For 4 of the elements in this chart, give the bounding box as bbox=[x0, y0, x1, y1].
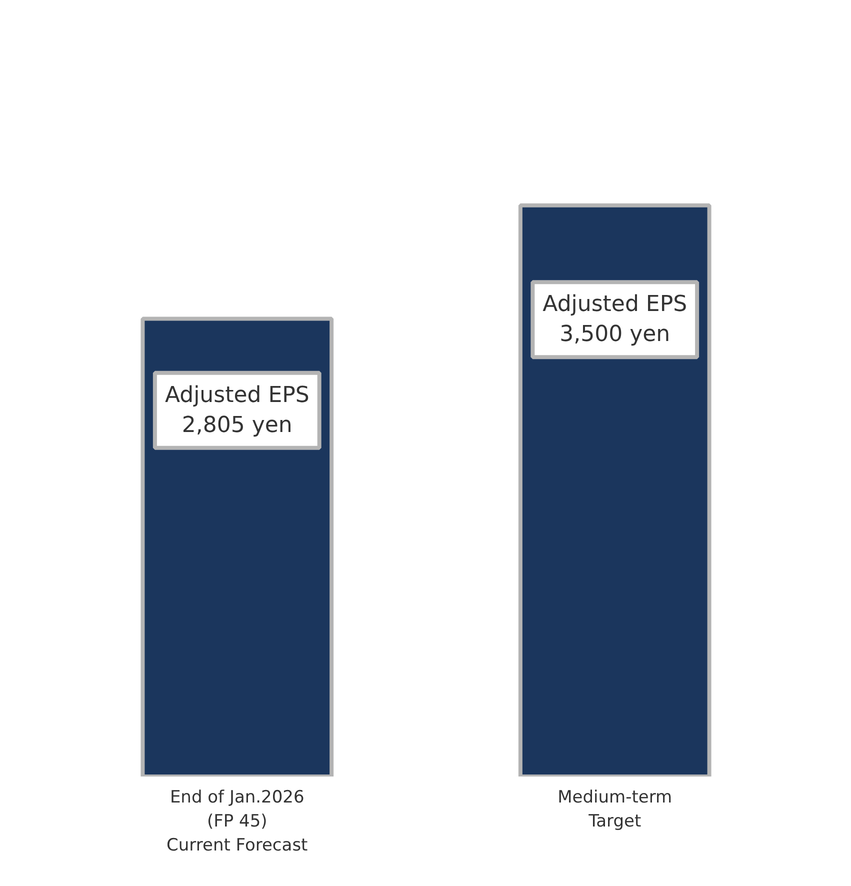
data-label: Adjusted EPS 2,805 yen bbox=[164, 382, 310, 438]
x-tick-label: Medium-term Target bbox=[558, 788, 672, 832]
data-label: Adjusted EPS 3,500 yen bbox=[542, 292, 688, 348]
x-tick-label: End of Jan.2026 (FP 45) Current Forecast bbox=[166, 788, 308, 856]
